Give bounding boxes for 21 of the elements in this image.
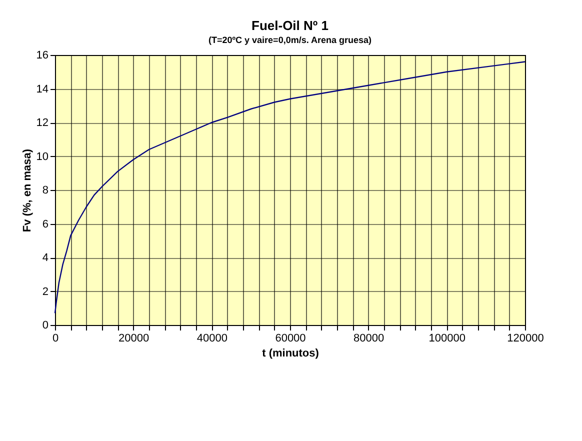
y-tick-label: 10 xyxy=(36,150,48,163)
y-tick-label: 14 xyxy=(36,83,48,96)
y-tick-label: 6 xyxy=(42,218,48,230)
x-tick-label: 20000 xyxy=(118,332,150,344)
y-tick-label: 8 xyxy=(42,184,48,196)
x-axis-title: t (minutos) xyxy=(262,348,320,360)
x-tick-label: 80000 xyxy=(354,332,384,344)
y-tick-label: 4 xyxy=(42,252,48,264)
x-tick-label: 0 xyxy=(52,332,59,344)
chart-subtitle: (T=20ºC y vaire=0,0m/s. Arena gruesa) xyxy=(208,35,372,45)
x-tick-label: 40000 xyxy=(196,332,228,344)
line-series xyxy=(54,61,526,314)
x-tick-label: 100000 xyxy=(428,332,466,344)
x-tick-label: 120000 xyxy=(507,332,544,344)
y-tick-label: 0 xyxy=(42,320,48,332)
y-tick-label: 12 xyxy=(36,117,48,129)
y-tick-label: 16 xyxy=(36,50,48,62)
chart-title: Fuel-Oil Nº 1 xyxy=(252,18,328,33)
y-axis-title: Fv (%, en masa) xyxy=(21,148,34,232)
x-tick-label: 60000 xyxy=(275,332,306,344)
y-tick-label: 2 xyxy=(42,286,48,298)
